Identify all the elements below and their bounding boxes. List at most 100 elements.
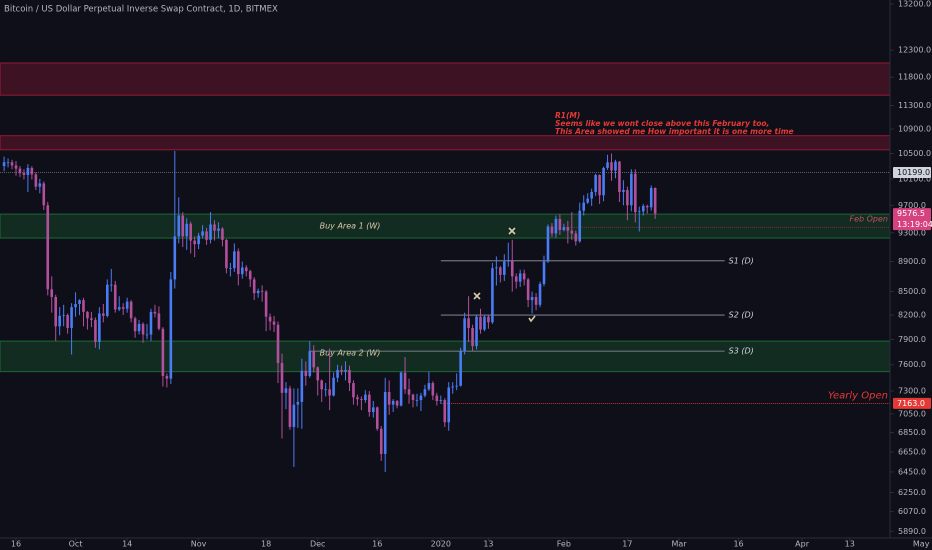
x-tick-label: 16 xyxy=(372,540,382,549)
candle-body xyxy=(129,301,133,319)
y-tick-label: 7300.0 xyxy=(898,387,926,396)
candle-body xyxy=(300,370,304,402)
candle-body xyxy=(630,173,633,206)
candle-body xyxy=(133,318,137,332)
candle-body xyxy=(451,386,455,388)
candle-body xyxy=(157,313,161,329)
last-price: 9576.5 xyxy=(897,209,925,218)
x-tick-label: 16 xyxy=(733,540,743,549)
candle-body xyxy=(364,394,367,401)
candle-body xyxy=(578,210,582,242)
candle-body xyxy=(439,400,443,401)
zone-label: Buy Area 2 (W) xyxy=(320,349,381,358)
candle-body xyxy=(109,284,113,286)
candle-body xyxy=(70,307,73,328)
candle-body xyxy=(645,205,649,208)
candle-body xyxy=(614,161,617,171)
cross-marker xyxy=(473,292,481,300)
candle-body xyxy=(479,316,482,330)
candle-body xyxy=(427,383,431,390)
candle-body xyxy=(598,175,601,196)
candle-body xyxy=(316,367,320,381)
candle-body xyxy=(582,202,586,211)
y-tick-label: 12300.0 xyxy=(898,46,931,55)
candle-body xyxy=(26,167,30,176)
candle-body xyxy=(554,218,558,234)
y-tick-label: 7900.0 xyxy=(898,335,926,344)
candle-body xyxy=(272,321,276,325)
candle-body xyxy=(606,162,609,168)
candle-body xyxy=(66,315,69,328)
candle-body xyxy=(586,198,589,203)
y-tick-label: 11800.0 xyxy=(898,73,931,82)
candle-body xyxy=(233,251,236,269)
price-label: 7163.0 xyxy=(897,399,925,408)
candle-body xyxy=(356,397,359,400)
x-tick-label: May xyxy=(913,540,930,549)
candle-body xyxy=(411,394,415,401)
candle-body xyxy=(94,319,97,342)
candle-body xyxy=(375,407,379,429)
candle-body xyxy=(308,351,312,377)
candle-body xyxy=(336,369,339,378)
candle-body xyxy=(173,236,177,280)
candle-body xyxy=(634,173,637,213)
zone-label: Buy Area 1 (W) xyxy=(320,222,381,231)
y-tick-label: 6070.0 xyxy=(898,507,926,516)
check-marker xyxy=(528,315,536,323)
level-label: Feb Open xyxy=(849,215,888,224)
candle-body xyxy=(499,267,502,275)
y-tick-label: 10900.0 xyxy=(898,125,931,134)
candle-body xyxy=(296,401,300,405)
candle-body xyxy=(391,400,395,405)
price-label-bg xyxy=(893,397,931,409)
candle-body xyxy=(264,291,268,317)
candle-body xyxy=(74,304,77,308)
candle-body xyxy=(98,313,101,342)
countdown: 13:19:04 xyxy=(897,220,932,229)
candle-body xyxy=(538,283,542,305)
zone xyxy=(0,340,891,373)
candle-body xyxy=(518,273,522,282)
candle-body xyxy=(62,315,65,316)
x-tick-label: Apr xyxy=(795,540,810,549)
candle-body xyxy=(117,307,121,310)
candle-body xyxy=(213,224,216,231)
candle-body xyxy=(328,389,331,396)
annotation-line: Seems like we wont close above this Febr… xyxy=(555,119,769,128)
candle-body xyxy=(653,188,657,214)
candle-body xyxy=(550,226,554,234)
candle-body xyxy=(407,389,411,395)
candle-body xyxy=(221,228,224,240)
y-tick-label: 9700.0 xyxy=(898,201,926,210)
level-label: S1 (D) xyxy=(729,256,754,265)
candle-body xyxy=(42,183,46,206)
candle-body xyxy=(372,407,375,412)
candle-body xyxy=(276,324,280,364)
candle-body xyxy=(125,301,129,309)
candle-body xyxy=(284,388,288,393)
y-tick-label: 11300.0 xyxy=(898,101,931,110)
candle-body xyxy=(435,395,439,401)
x-tick-label: 13 xyxy=(483,540,493,549)
candle-body xyxy=(256,290,260,294)
candle-body xyxy=(419,395,423,401)
candle-body xyxy=(18,168,22,174)
candle-body xyxy=(530,296,534,301)
candle-body xyxy=(50,289,54,297)
y-tick-label: 7600.0 xyxy=(898,360,926,369)
candle-body xyxy=(248,271,252,280)
x-tick-label: 13 xyxy=(845,540,855,549)
candle-body xyxy=(312,351,316,368)
candle-body xyxy=(161,328,165,377)
candle-body xyxy=(209,224,212,240)
candle-body xyxy=(268,316,272,322)
candle-body xyxy=(514,276,518,282)
candle-body xyxy=(522,273,526,280)
y-tick-label: 6850.0 xyxy=(898,428,926,437)
candle-body xyxy=(431,383,435,396)
candle-body xyxy=(304,370,308,377)
candle-body xyxy=(169,279,173,379)
candle-body xyxy=(455,385,458,387)
